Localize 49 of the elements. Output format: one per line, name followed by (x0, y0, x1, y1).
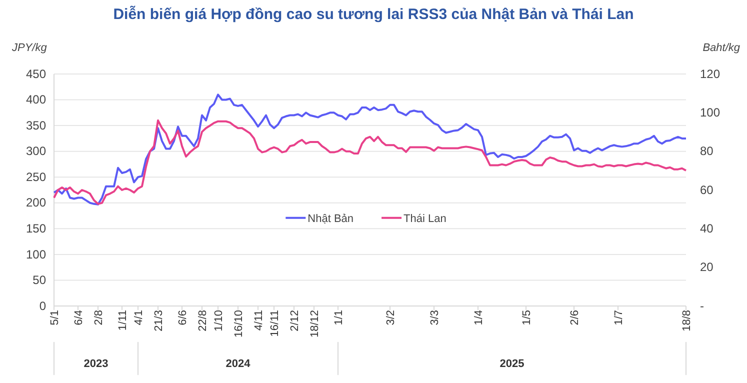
x-tick-label: 1/4 (473, 310, 485, 326)
y2-tick-label: 20 (700, 260, 714, 274)
chart-title: Diễn biến giá Hợp đồng cao su tương lai RSS3 của Nhật Bản và Thái Lan (113, 5, 634, 23)
y-tick-label: 150 (26, 222, 46, 236)
x-tick-label: 6/6 (177, 310, 189, 326)
y-tick-label: 200 (26, 196, 46, 210)
x-tick-label: 1/7 (613, 310, 625, 326)
line-series (53, 94, 687, 206)
x-tick-label: 18/8 (681, 310, 693, 332)
y2-tick-label: 120 (700, 66, 720, 81)
x-tick-label: 1/1 (333, 310, 345, 326)
x-tick-label: 18/12 (309, 310, 321, 338)
y-tick-label: 450 (26, 66, 46, 81)
text: 2024 (226, 358, 252, 370)
y2-tick-label: 100 (700, 106, 720, 120)
y2-tick-label: 60 (700, 182, 714, 197)
x-tick-label: 21/3 (153, 310, 165, 332)
y-tick-label: 100 (26, 247, 46, 262)
y-tick-label: 400 (26, 92, 46, 107)
x-tick-label: 22/8 (197, 310, 209, 332)
x-tick-label: 1/10 (213, 310, 225, 332)
x-tick-label: 3/2 (385, 310, 397, 326)
x-tick-label: 4/1 (133, 310, 145, 326)
y-tick-label: 0 (39, 298, 46, 313)
y-axis-title: JPY/kg (11, 42, 48, 54)
x-tick-label: 6/4 (73, 310, 85, 326)
y2-tick-label: - (700, 298, 704, 313)
x-tick-label: 1/5 (521, 310, 533, 326)
x-tick-label: 16/11 (269, 310, 281, 337)
x-tick-label: 4/11 (253, 310, 265, 331)
x-tick-label: 16/10 (233, 310, 245, 338)
x-tick-label: 2/6 (569, 310, 581, 326)
y2-tick-label: 40 (700, 222, 714, 236)
x-tick-label: 3/3 (429, 310, 441, 326)
y-tick-label: 350 (26, 118, 46, 132)
line-series (53, 119, 687, 205)
x-tick-label: 2/12 (289, 310, 301, 332)
legend-label: Nhật Bản (308, 212, 354, 225)
x-tick-label: 2/8 (93, 310, 105, 326)
text: 2025 (500, 358, 524, 370)
y-tick-label: 250 (26, 170, 46, 184)
y2-axis-title: Baht/kg (702, 42, 741, 54)
y-tick-label: 300 (26, 144, 46, 158)
x-tick-label: 5/1 (49, 310, 61, 326)
x-tick-label: 1/11 (117, 310, 129, 331)
text: 2023 (84, 358, 108, 370)
y2-tick-label: 80 (700, 144, 714, 158)
y-tick-label: 50 (32, 273, 46, 288)
legend-label: Thái Lan (404, 212, 446, 225)
